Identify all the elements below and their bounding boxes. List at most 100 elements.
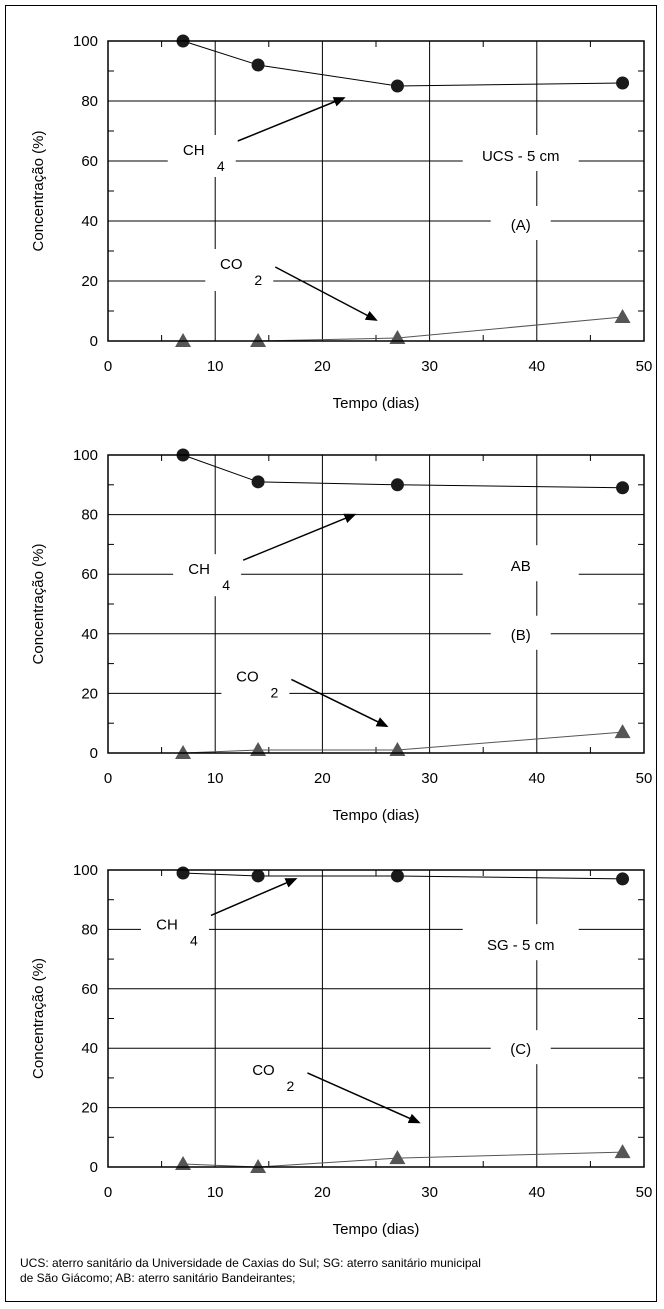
annotation-arrow: [237, 97, 346, 142]
x-axis-label: Tempo (dias): [333, 395, 420, 412]
panel-label: (A): [511, 217, 531, 234]
point-co2: [250, 742, 267, 757]
y-tick-label: 40: [81, 213, 98, 230]
series-line-ch4: [182, 454, 623, 489]
y-axis-label: Concentração (%): [30, 131, 47, 252]
x-tick-label: 0: [104, 1184, 112, 1201]
label-backdrop: [490, 206, 551, 240]
series-line-co2: [183, 1151, 623, 1168]
x-tick-label: 0: [104, 358, 112, 375]
y-axis-label: Concentração (%): [30, 958, 47, 1079]
point-ch4: [616, 76, 630, 90]
point-co2: [175, 1156, 192, 1171]
label-backdrop: [140, 909, 209, 952]
x-tick-label: 40: [528, 1184, 545, 1201]
point-ch4: [616, 481, 630, 495]
annotation-arrow: [291, 678, 389, 728]
annotation-subscript: 2: [254, 272, 262, 288]
annotation-arrow: [210, 878, 298, 917]
annotation-arrow: [242, 513, 357, 561]
x-tick-label: 10: [207, 358, 224, 375]
annotation-label-ch: CH: [188, 561, 210, 578]
x-tick-label: 10: [207, 770, 224, 787]
y-tick-label: 20: [81, 685, 98, 702]
point-co2: [250, 1159, 267, 1173]
y-tick-label: 100: [73, 447, 98, 464]
annotation-arrow: [274, 266, 378, 321]
annotation-subscript: 2: [270, 684, 278, 700]
x-tick-label: 50: [636, 358, 653, 375]
plot-frame: [107, 40, 645, 342]
annotation-arrow: [307, 1072, 421, 1124]
y-tick-label: 0: [90, 745, 98, 762]
x-tick-label: 50: [636, 770, 653, 787]
label-backdrop: [462, 135, 579, 171]
y-tick-label: 20: [81, 1100, 98, 1117]
plot-frame: [107, 869, 645, 1168]
y-tick-label: 80: [81, 93, 98, 110]
point-ch4: [390, 869, 404, 883]
annotation-subscript: 4: [217, 158, 225, 174]
caption-line-2: de São Giácomo; AB: aterro sanitário Ban…: [20, 1271, 296, 1285]
site-label: AB: [511, 558, 531, 575]
point-co2: [175, 333, 192, 347]
point-ch4: [390, 79, 404, 93]
site-label: UCS - 5 cm: [482, 148, 560, 165]
x-tick-label: 0: [104, 770, 112, 787]
label-backdrop: [490, 1030, 551, 1065]
series-line-ch4: [183, 872, 623, 880]
point-co2: [250, 333, 267, 347]
panel-label: (C): [510, 1041, 531, 1058]
x-tick-label: 30: [421, 770, 438, 787]
y-tick-label: 0: [90, 1159, 98, 1176]
site-label: SG - 5 cm: [487, 937, 555, 954]
point-ch4: [176, 866, 190, 880]
x-tick-label: 10: [207, 1184, 224, 1201]
annotation-label-ch: CH: [183, 142, 205, 159]
point-ch4: [251, 869, 265, 883]
y-tick-label: 20: [81, 273, 98, 290]
label-backdrop: [221, 661, 290, 704]
x-axis-label: Tempo (dias): [333, 1221, 420, 1238]
annotation-subscript: 4: [222, 577, 230, 593]
label-backdrop: [462, 545, 579, 582]
x-tick-label: 40: [528, 358, 545, 375]
annotation-label-co: CO: [220, 256, 243, 273]
x-tick-label: 50: [636, 1184, 653, 1201]
point-co2: [614, 1144, 631, 1159]
figure-caption: UCS: aterro sanitário da Universidade de…: [20, 1256, 650, 1286]
label-backdrop: [490, 615, 551, 650]
y-tick-label: 0: [90, 333, 98, 350]
label-backdrop: [167, 135, 236, 177]
x-tick-label: 40: [528, 770, 545, 787]
point-co2: [389, 742, 406, 757]
point-ch4: [390, 478, 404, 492]
x-tick-label: 30: [421, 358, 438, 375]
y-tick-label: 100: [73, 33, 98, 50]
y-axis-label: Concentração (%): [30, 544, 47, 665]
y-tick-label: 60: [81, 981, 98, 998]
y-tick-label: 40: [81, 626, 98, 643]
y-tick-label: 60: [81, 566, 98, 583]
label-backdrop: [462, 924, 579, 961]
point-co2: [175, 745, 192, 759]
x-tick-label: 20: [314, 358, 331, 375]
point-ch4: [251, 475, 265, 489]
y-tick-label: 60: [81, 153, 98, 170]
caption-line-1: UCS: aterro sanitário da Universidade de…: [20, 1256, 481, 1270]
annotation-label-ch: CH: [156, 916, 178, 933]
annotation-subscript: 2: [287, 1078, 295, 1094]
plot-frame: [107, 454, 645, 754]
x-tick-label: 20: [314, 1184, 331, 1201]
panel-label: (B): [511, 627, 531, 644]
y-tick-label: 40: [81, 1040, 98, 1057]
x-tick-label: 30: [421, 1184, 438, 1201]
x-axis-label: Tempo (dias): [333, 807, 420, 824]
series-line-ch4: [182, 40, 623, 87]
y-tick-label: 80: [81, 507, 98, 524]
annotation-label-co: CO: [252, 1062, 275, 1079]
series-line-co2: [183, 731, 623, 754]
